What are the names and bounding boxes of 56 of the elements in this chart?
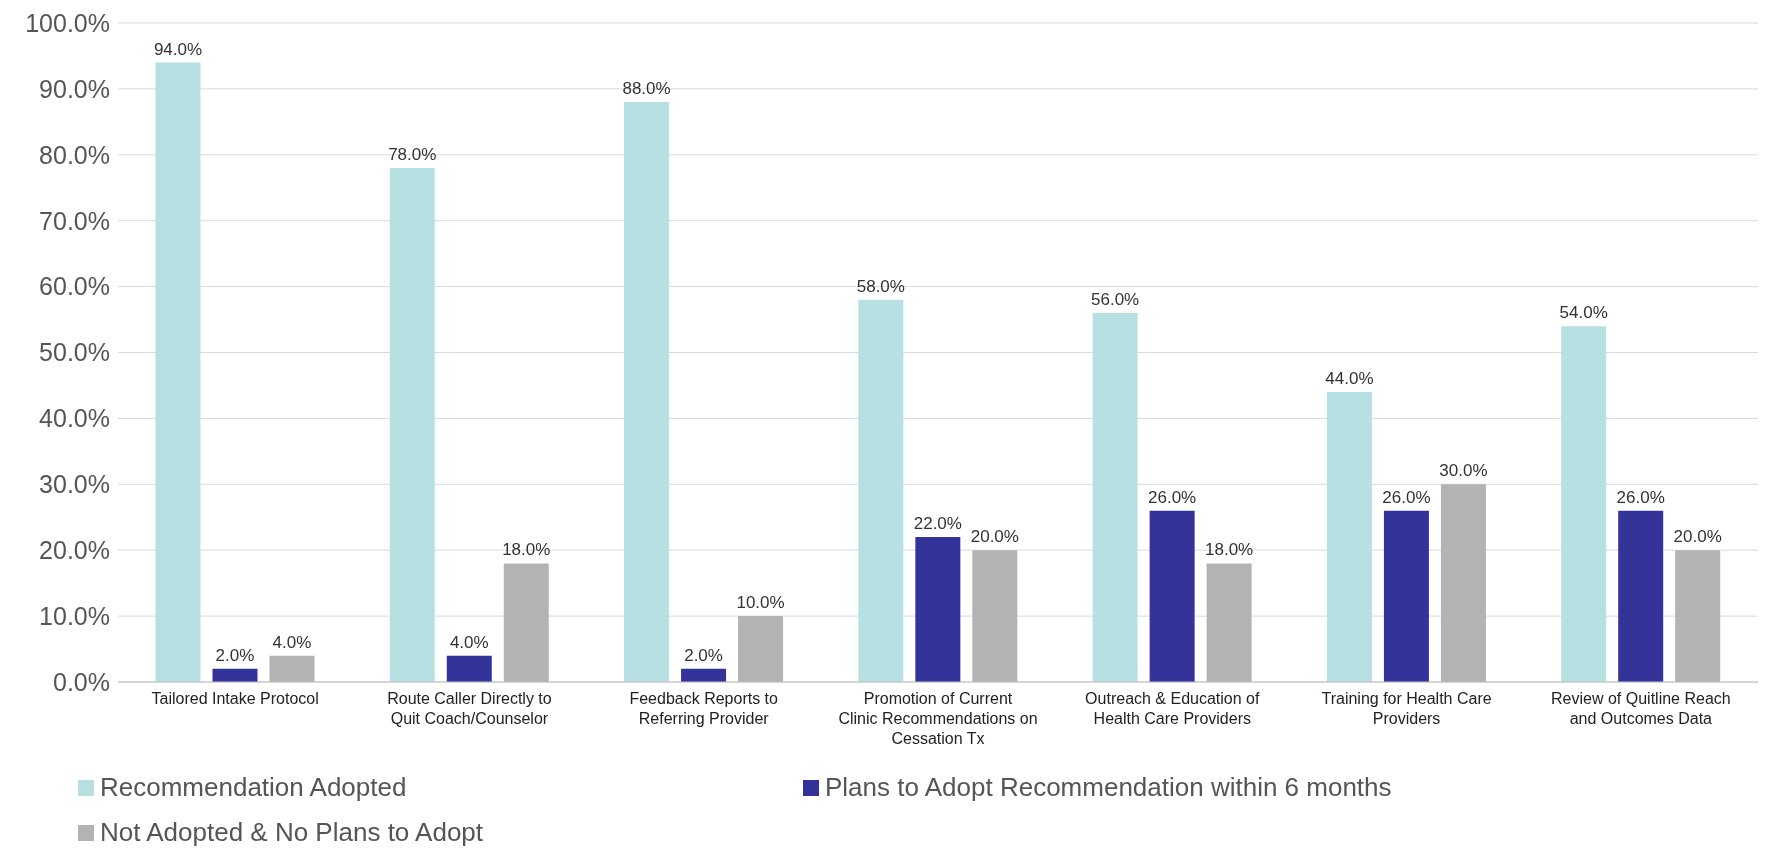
data-label: 10.0%: [736, 593, 785, 613]
bar: [681, 668, 727, 682]
data-label: 58.0%: [856, 276, 905, 296]
data-label: 54.0%: [1559, 303, 1608, 323]
y-tick-label: 90.0%: [39, 74, 110, 103]
bar: [389, 167, 435, 682]
data-label: 56.0%: [1091, 289, 1140, 309]
bar: [1618, 510, 1664, 682]
bar: [915, 537, 961, 682]
bar: [446, 655, 492, 682]
bar: [1561, 326, 1607, 682]
x-tick-label: Feedback Reports to Referring Provider: [629, 690, 779, 727]
data-label: 22.0%: [913, 514, 962, 534]
data-label: 26.0%: [1616, 487, 1665, 507]
data-label: 88.0%: [622, 79, 671, 99]
data-label: 2.0%: [684, 645, 723, 665]
x-tick-label: Promotion of Current Clinic Recommendations on Cessation Tx: [838, 690, 1038, 747]
x-tick-label: Review of Quitline Reach and Outcomes Data: [1551, 690, 1731, 727]
bar: [858, 299, 904, 682]
data-label: 20.0%: [1673, 527, 1722, 547]
data-label: 26.0%: [1382, 487, 1431, 507]
data-label: 44.0%: [1325, 369, 1374, 389]
data-label: 78.0%: [388, 144, 437, 164]
y-tick-label: 40.0%: [39, 404, 110, 433]
x-tick-label: Tailored Intake Protocol: [151, 690, 319, 707]
y-tick-label: 50.0%: [39, 338, 110, 367]
data-label: 20.0%: [970, 527, 1019, 547]
y-tick-label: 80.0%: [39, 140, 110, 169]
data-label: 18.0%: [1205, 540, 1254, 560]
legend-label: Plans to Adopt Recommendation within 6 months: [825, 772, 1392, 803]
data-label: 30.0%: [1439, 461, 1488, 481]
x-tick-label: Route Caller Directly to Quit Coach/Counselor: [387, 690, 552, 727]
data-label: 18.0%: [502, 540, 551, 560]
y-tick-label: 10.0%: [39, 601, 110, 630]
y-tick-label: 100.0%: [25, 8, 110, 37]
bar: [1326, 392, 1372, 682]
bar: [212, 668, 258, 682]
bar: [1092, 312, 1138, 682]
y-tick-label: 0.0%: [53, 667, 110, 696]
bar: [155, 62, 201, 682]
bar: [624, 102, 670, 682]
data-label: 4.0%: [449, 632, 489, 652]
legend-label: Not Adopted & No Plans to Adopt: [100, 817, 484, 848]
y-tick-label: 30.0%: [39, 470, 110, 499]
y-tick-label: 60.0%: [39, 272, 110, 301]
bar: [1149, 510, 1195, 682]
data-label: 2.0%: [215, 645, 255, 665]
y-tick-label: 70.0%: [39, 206, 110, 235]
legend-label: Recommendation Adopted: [100, 772, 407, 803]
data-label: 94.0%: [153, 39, 203, 59]
bar: [1383, 510, 1429, 682]
x-tick-label: Training for Health Care Providers: [1321, 690, 1492, 727]
y-tick-label: 20.0%: [39, 536, 110, 565]
data-label: 4.0%: [272, 632, 312, 652]
x-tick-label: Outreach & Education of Health Care Providers: [1085, 690, 1260, 727]
data-label: 26.0%: [1148, 487, 1197, 507]
